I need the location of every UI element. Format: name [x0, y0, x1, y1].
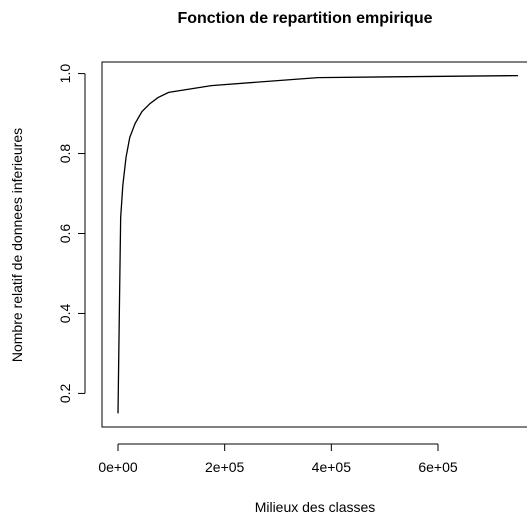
y-tick-label: 0.8 — [57, 144, 73, 164]
chart-title: Fonction de repartition empirique — [177, 10, 432, 27]
x-tick-label: 6e+05 — [418, 459, 458, 475]
y-axis-label: Nombre relatif de donnees inferieures — [9, 128, 25, 362]
y-tick-label: 1.0 — [57, 64, 73, 84]
plot-frame — [101, 61, 527, 428]
y-tick-label: 0.4 — [57, 304, 73, 324]
x-tick-label: 0e+00 — [98, 459, 138, 475]
y-tick-label: 0.2 — [57, 383, 73, 403]
x-axis-label: Milieux des classes — [255, 499, 376, 515]
x-tick-label: 2e+05 — [205, 459, 245, 475]
y-tick-label: 0.6 — [57, 224, 73, 244]
x-tick-label: 4e+05 — [312, 459, 352, 475]
data-line — [117, 74, 519, 414]
